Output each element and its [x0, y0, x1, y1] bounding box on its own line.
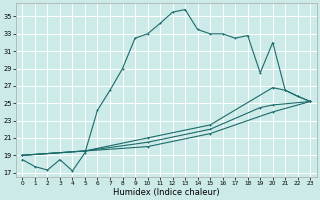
- X-axis label: Humidex (Indice chaleur): Humidex (Indice chaleur): [113, 188, 220, 197]
